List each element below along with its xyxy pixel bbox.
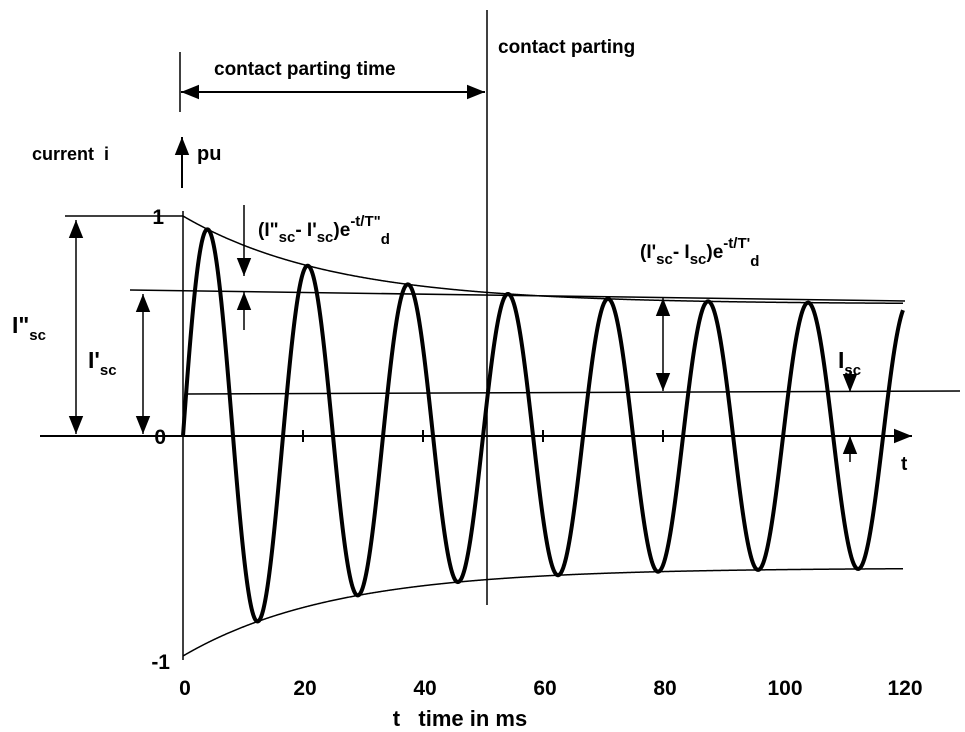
x-tick-label: 80 xyxy=(653,677,676,700)
x-tick-label: 0 xyxy=(179,677,191,700)
x-tick-label: 60 xyxy=(533,677,556,700)
y-axis-label: current i xyxy=(32,144,109,164)
contact-parting-time-label: contact parting time xyxy=(214,59,396,80)
i-double-prime-sc-label: I"sc xyxy=(12,312,46,344)
i-prime-sc-reference-line xyxy=(129,289,906,302)
x-tick-label: 20 xyxy=(293,677,316,700)
transient-decay-formula: (I'sc- Isc)e-t/T'd xyxy=(640,235,759,270)
x-tick-label: 40 xyxy=(413,677,436,700)
x-axis-unit-label: t time in ms xyxy=(393,706,527,731)
y-tick-label: 0 xyxy=(154,426,166,449)
lower-envelope-curve xyxy=(182,567,904,657)
i-prime-sc-label: I'sc xyxy=(88,347,117,379)
i-sc-label: Isc xyxy=(838,347,861,379)
x-axis-label: t xyxy=(901,454,908,475)
x-tick-label: 100 xyxy=(767,677,802,700)
current-waveform xyxy=(181,227,905,624)
subtransient-decay-formula: (I"sc- I'sc)e-t/T"d xyxy=(258,213,390,248)
y-tick-label: -1 xyxy=(151,651,170,674)
x-tick-label: 120 xyxy=(887,677,922,700)
y-tick-label: 1 xyxy=(152,206,164,229)
contact-parting-label: contact parting xyxy=(498,37,635,58)
y-axis-unit: pu xyxy=(197,143,221,165)
i-sc-reference-line xyxy=(184,390,961,395)
